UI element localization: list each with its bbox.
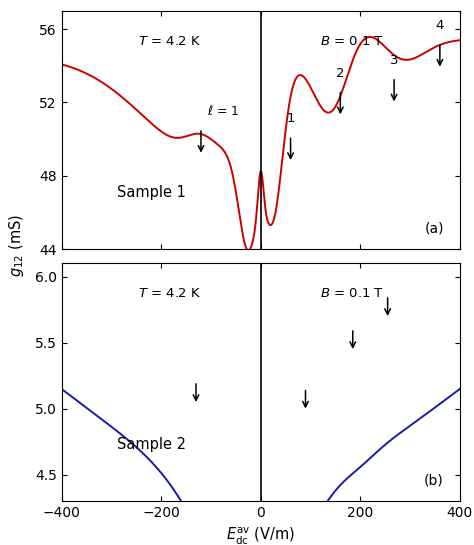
Text: $\ell$ = 1: $\ell$ = 1 xyxy=(207,104,239,118)
Text: Sample 1: Sample 1 xyxy=(118,185,186,199)
Text: (b): (b) xyxy=(424,474,444,488)
Text: $g_{12}$ (mS): $g_{12}$ (mS) xyxy=(7,214,26,277)
Text: 4: 4 xyxy=(436,19,444,32)
Text: (a): (a) xyxy=(424,221,444,235)
X-axis label: $E_{\rm dc}^{\rm av}$ (V/m): $E_{\rm dc}^{\rm av}$ (V/m) xyxy=(226,526,295,545)
Text: Sample 2: Sample 2 xyxy=(118,437,186,452)
Text: $B$ = 0.1 T: $B$ = 0.1 T xyxy=(320,287,384,300)
Text: $B$ = 0.1 T: $B$ = 0.1 T xyxy=(320,35,384,48)
Text: 3: 3 xyxy=(390,54,398,67)
Text: $T$ = 4.2 K: $T$ = 4.2 K xyxy=(137,35,201,48)
Text: 1: 1 xyxy=(286,112,295,125)
Text: $T$ = 4.2 K: $T$ = 4.2 K xyxy=(137,287,201,300)
Text: 2: 2 xyxy=(336,66,345,80)
